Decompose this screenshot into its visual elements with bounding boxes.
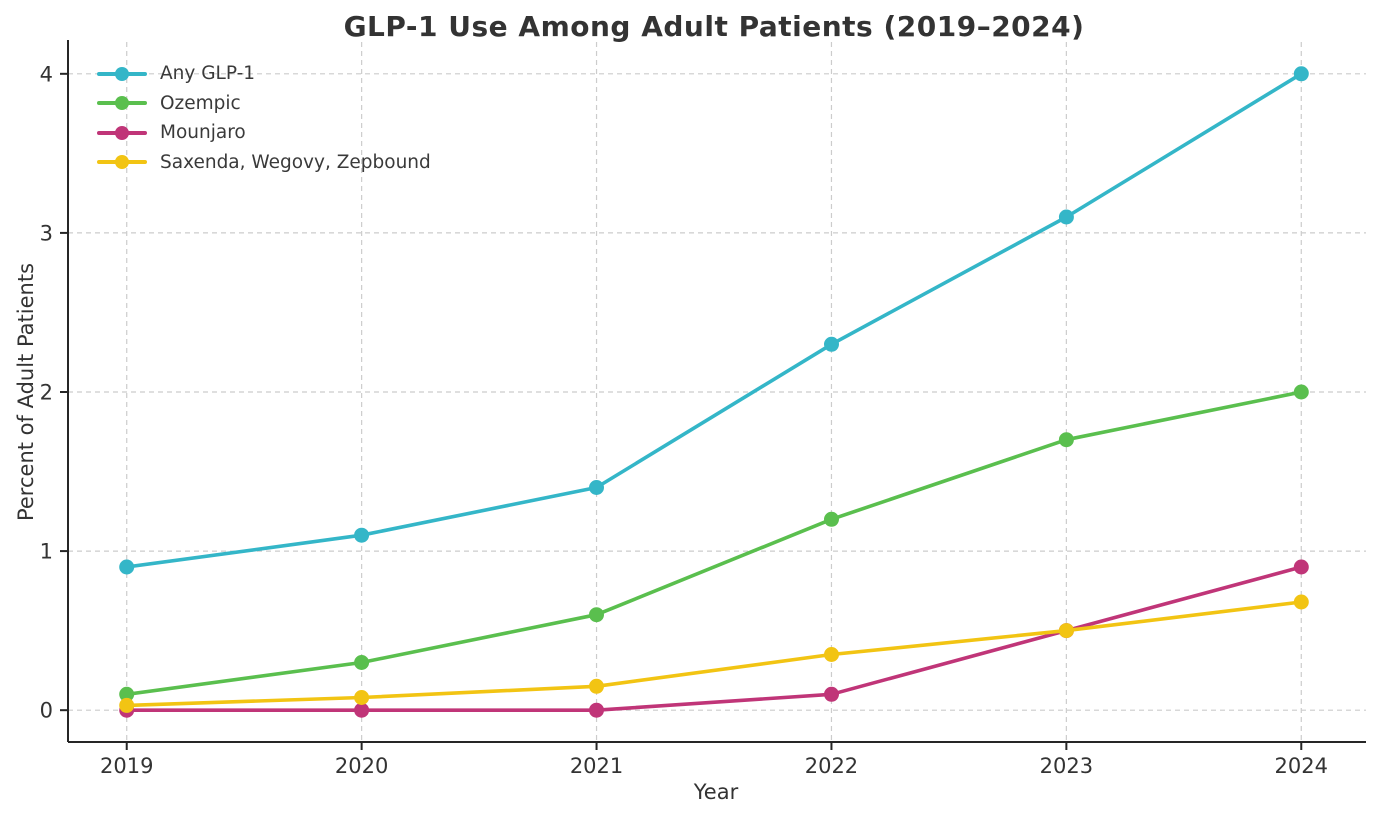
series-any-glp-1 xyxy=(119,66,1309,575)
series-mounjaro xyxy=(119,559,1309,718)
data-point-saxenda-wegovy-zepbound-2021 xyxy=(589,678,604,694)
series-ozempic xyxy=(119,384,1309,702)
legend-line-dot-marker-icon xyxy=(97,66,147,81)
data-point-any-glp-1-2020 xyxy=(354,527,370,543)
legend-label-any-glp-1: Any GLP-1 xyxy=(160,63,256,85)
series-line-ozempic xyxy=(124,390,1304,697)
data-point-saxenda-wegovy-zepbound-2020 xyxy=(354,690,370,705)
series-line-any-glp-1 xyxy=(124,72,1304,569)
data-point-ozempic-2019 xyxy=(119,686,135,702)
data-point-any-glp-1-2024 xyxy=(1293,66,1309,82)
data-point-saxenda-wegovy-zepbound-2023 xyxy=(1058,623,1074,639)
x-tick-label-2024: 2024 xyxy=(1275,754,1328,778)
data-point-saxenda-wegovy-zepbound-2022 xyxy=(824,647,839,662)
series-line-saxenda-wegovy-zepbound xyxy=(124,600,1304,708)
y-tick-label-0: 0 xyxy=(40,699,53,723)
data-point-mounjaro-2022 xyxy=(824,686,839,702)
legend-line-dot-marker-icon xyxy=(97,125,147,140)
data-point-ozempic-2020 xyxy=(354,655,370,670)
legend-item-ozempic: Ozempic xyxy=(97,89,431,119)
x-tick-label-2019: 2019 xyxy=(100,754,153,778)
series-saxenda-wegovy-zepbound xyxy=(119,594,1309,713)
data-point-ozempic-2021 xyxy=(589,607,604,623)
legend-label-mounjaro: Mounjaro xyxy=(160,122,246,144)
y-tick-label-1: 1 xyxy=(40,540,53,564)
legend-item-saxenda-wegovy-zepbound: Saxenda, Wegovy, Zepbound xyxy=(97,148,431,178)
x-tick-label-2022: 2022 xyxy=(805,754,858,778)
chart-title: GLP-1 Use Among Adult Patients (2019–202… xyxy=(343,10,1085,43)
data-point-any-glp-1-2023 xyxy=(1058,209,1074,225)
legend-label-ozempic: Ozempic xyxy=(160,92,241,114)
legend-line-dot-marker-icon xyxy=(97,155,147,170)
y-tick-label-2: 2 xyxy=(40,381,53,405)
y-tick-label-3: 3 xyxy=(40,221,53,245)
data-point-saxenda-wegovy-zepbound-2024 xyxy=(1293,594,1309,610)
data-point-mounjaro-2021 xyxy=(589,702,604,718)
data-point-saxenda-wegovy-zepbound-2019 xyxy=(119,697,135,713)
legend-item-mounjaro: Mounjaro xyxy=(97,118,431,148)
x-tick-label-2020: 2020 xyxy=(335,754,388,778)
data-point-any-glp-1-2019 xyxy=(119,559,135,575)
data-point-mounjaro-2020 xyxy=(354,702,370,718)
legend-label-saxenda-wegovy-zepbound: Saxenda, Wegovy, Zepbound xyxy=(160,151,431,173)
x-axis-label: Year xyxy=(693,780,739,804)
data-point-ozempic-2023 xyxy=(1058,432,1074,448)
data-point-any-glp-1-2021 xyxy=(589,480,604,495)
legend-item-any-glp-1: Any GLP-1 xyxy=(97,59,431,89)
data-point-any-glp-1-2022 xyxy=(824,336,839,352)
x-tick-label-2021: 2021 xyxy=(570,754,623,778)
legend: Any GLP-1 Ozempic Mounjaro Saxenda, Wegovy,… xyxy=(97,59,431,177)
series-line-mounjaro xyxy=(124,565,1304,713)
data-point-ozempic-2024 xyxy=(1293,384,1309,400)
x-tick-label-2023: 2023 xyxy=(1040,754,1093,778)
legend-line-dot-marker-icon xyxy=(97,96,147,111)
y-tick-label-4: 4 xyxy=(40,62,53,86)
data-point-ozempic-2022 xyxy=(824,511,839,527)
data-point-mounjaro-2024 xyxy=(1293,559,1309,575)
